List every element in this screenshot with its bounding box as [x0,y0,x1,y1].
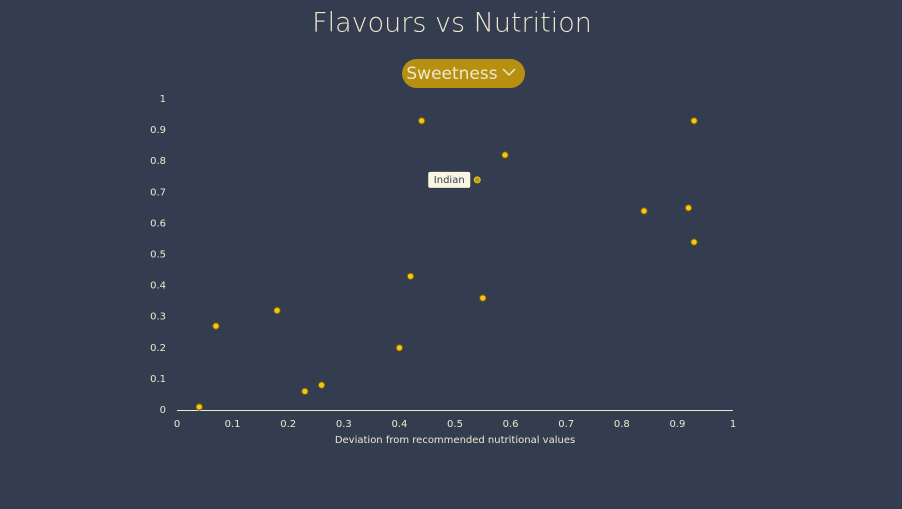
tooltip-text: Indian [434,175,465,186]
x-tick-label: 0.6 [503,419,519,430]
y-tick-label: 0.4 [150,281,166,292]
x-tick-label: 0.3 [336,419,352,430]
data-point [640,207,648,215]
x-tick-label: 0.9 [669,419,685,430]
data-point [473,176,481,184]
y-tick-label: 0 [160,405,166,416]
x-axis-label: Deviation from recommended nutritional v… [335,435,575,446]
x-tick-label: 0.2 [280,419,296,430]
data-point [690,117,698,125]
data-point [273,306,281,315]
data-point [406,272,415,280]
y-tick-label: 0.6 [150,218,166,229]
x-tick-label: 0.4 [391,419,407,430]
data-point [501,151,509,159]
chart-title: Flavours vs Nutrition [312,8,592,39]
x-tick-label: 1 [730,419,736,430]
y-tick-label: 0.7 [150,187,166,198]
y-tick-label: 1 [160,94,166,105]
x-tick-label: 0.7 [558,419,574,430]
data-point [690,238,698,246]
data-point [317,381,326,389]
tooltip-box [428,171,471,188]
data-point [417,117,426,125]
data-point [212,322,220,330]
x-tick-label: 0.8 [614,419,630,430]
data-point [684,204,693,212]
x-tick-label: 0.1 [225,419,241,430]
data-point [479,294,487,302]
data-point [395,344,404,352]
dropdown-button[interactable] [402,59,525,88]
data-point [195,403,203,411]
y-tick-label: 0.5 [150,250,166,261]
y-tick-label: 0.3 [150,312,166,323]
y-tick-label: 0.1 [150,374,166,385]
y-tick-label: 0.9 [150,125,166,136]
y-tick-label: 0.2 [150,343,166,354]
x-tick-label: 0.5 [447,419,463,430]
dropdown[interactable]: Sweetness [402,59,525,88]
x-tick-label: 0 [174,419,180,430]
data-point [301,387,309,396]
y-tick-label: 0.8 [150,156,166,167]
dropdown-label[interactable]: Sweetness [406,64,497,84]
dropdown-chevron[interactable] [502,68,516,77]
